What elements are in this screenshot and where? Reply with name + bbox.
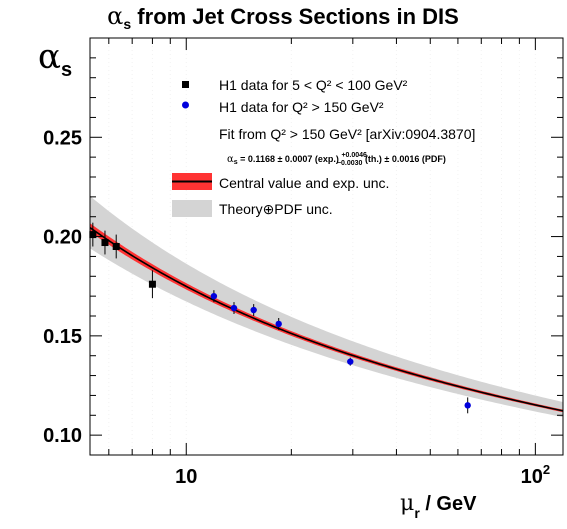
x-tick-label: 102 [521,462,550,488]
x-tick-label-sup: 2 [543,462,550,477]
y-axis-label-sub: s [61,59,72,81]
data-point-circle [347,358,354,365]
fit-formula-down: −0.0030 [337,160,363,167]
legend-marker-square [182,81,189,88]
fit-formula-tail: (th.) ± 0.0016 (PDF) [362,154,445,164]
data-point-square [101,239,109,247]
y-axis-label-symbol: α [38,37,61,77]
title-symbol-sub: s [123,16,131,32]
chart-title: αs from Jet Cross Sections in DIS [107,2,459,32]
data-point-circle [230,304,238,312]
x-tick-label: 10 [175,466,197,488]
data-point-circle [210,292,218,300]
x-axis-label: μr / GeV [400,491,477,521]
data-point-square [112,243,120,250]
legend-label-theory: Theory⊕PDF unc. [219,201,333,217]
x-axis-label-symbol: μ [400,491,414,516]
x-tick-label-base: 10 [521,466,543,488]
fit-formula-up: +0.0046 [341,152,367,159]
fit-formula-main: = 0.1168 ± 0.0007 (exp.) [238,154,342,164]
fit-formula-symbol: α [227,154,234,165]
data-point-circle [464,402,471,409]
legend-fit-formula: αs = 0.1168 ± 0.0007 (exp.) +0.0046 −0.00… [227,152,446,167]
data-point-circle [275,320,282,328]
legend-swatch-theory [172,200,212,217]
title-text: from Jet Cross Sections in DIS [131,4,459,29]
fit-central-line [89,226,564,412]
data-point-square [148,280,156,288]
legend-label-central: Central value and exp. unc. [219,175,389,191]
legend-label-h1-high: H1 data for Q² > 150 GeV² [219,99,384,115]
plot-frame [89,37,564,456]
x-tick-label-base: 10 [175,466,197,488]
legend-marker-circle [182,101,189,109]
data-points-group [89,222,471,414]
data-point-circle [250,306,257,314]
legend-label-h1-low: H1 data for 5 < Q² < 100 GeV² [219,77,408,93]
y-axis-label: αs [38,37,72,81]
y-tick-label: 0.25 [43,127,82,149]
theory-uncertainty-band [90,196,563,418]
y-tick-label: 0.20 [43,227,82,249]
y-tick-label: 0.10 [43,425,82,447]
data-point-square [89,231,97,239]
fit-formula-sub: s [234,159,238,166]
x-axis-label-sub: r [414,505,420,521]
theory-band-group [90,196,563,418]
title-symbol: α [107,2,123,30]
central-line-group [89,226,564,412]
legend-fit-label: Fit from Q² > 150 GeV² [arXiv:0904.3870] [219,126,475,142]
y-tick-label: 0.15 [43,326,82,348]
legend: H1 data for 5 < Q² < 100 GeV² H1 data fo… [172,77,475,217]
x-axis-label-unit: / GeV [420,493,477,515]
